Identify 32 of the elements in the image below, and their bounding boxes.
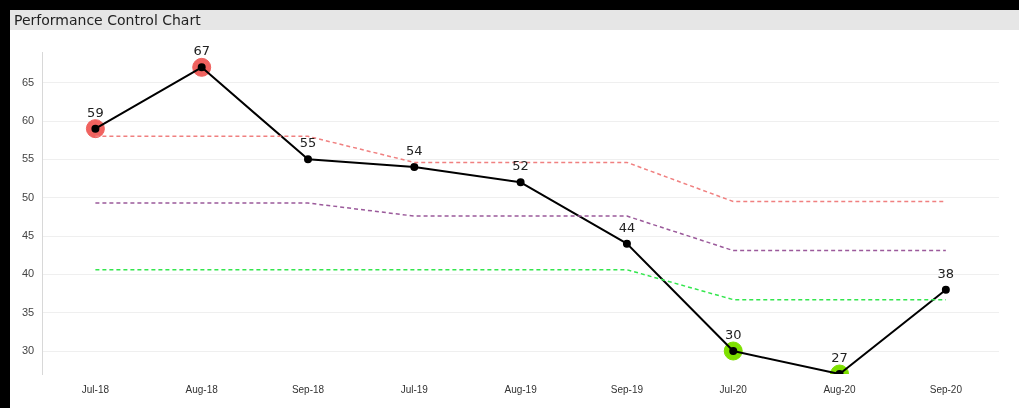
data-label: 44: [618, 219, 636, 235]
chart-title: Performance Control Chart: [10, 10, 1019, 30]
data-label: 67: [193, 43, 210, 59]
y-tick-label: 65: [21, 75, 35, 88]
y-tick-label: 60: [21, 114, 35, 127]
x-tick-label: Aug-20: [823, 383, 857, 395]
point: [304, 155, 312, 164]
data-label: 52: [512, 158, 529, 174]
x-tick-label: Jul-18: [81, 383, 110, 395]
y-tick-label: 45: [21, 229, 35, 242]
y-tick-label: 30: [21, 344, 35, 357]
y-tick-label: 55: [21, 152, 35, 165]
x-tick-label: Aug-18: [185, 383, 219, 395]
point: [622, 239, 631, 248]
y-tick-label: 40: [21, 267, 35, 280]
y-tick-label: 50: [21, 190, 35, 203]
x-tick-label: Sep-18: [291, 383, 325, 395]
data-label: 54: [406, 142, 423, 158]
data-label: 38: [937, 265, 955, 281]
x-tick-label: Sep-20: [929, 383, 963, 395]
x-tick-label: Jul-20: [719, 383, 748, 395]
data-label: 30: [724, 326, 742, 342]
x-tick-label: Jul-19: [400, 383, 429, 395]
point: [941, 285, 950, 294]
point: [410, 163, 419, 171]
x-tick-label: Aug-19: [504, 383, 538, 395]
point: [516, 178, 525, 187]
data-label: 59: [87, 104, 104, 120]
data-label: 27: [831, 349, 848, 365]
y-tick-label: 35: [21, 305, 35, 318]
x-tick-label: Sep-19: [610, 383, 644, 395]
data-label: 55: [299, 135, 317, 151]
